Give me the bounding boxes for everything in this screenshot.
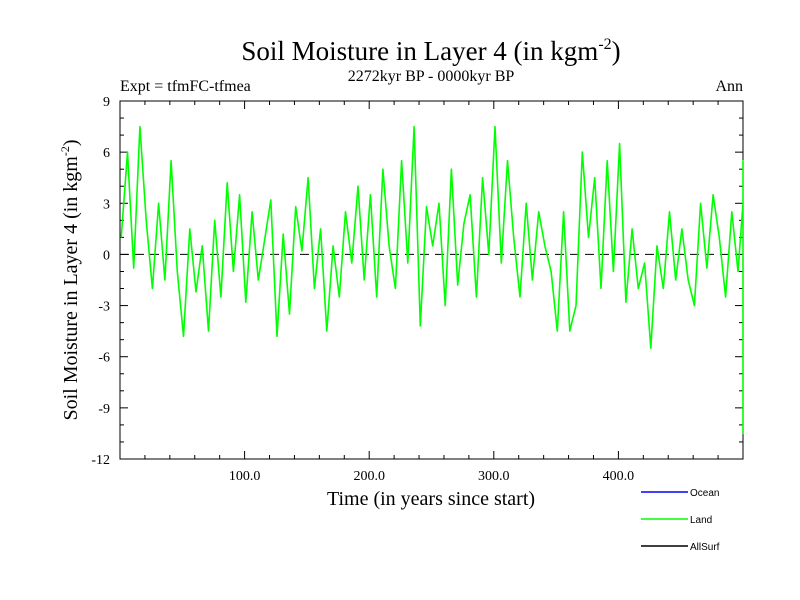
y-axis-label-suffix: ) xyxy=(60,139,82,146)
x-axis-label: Time (in years since start) xyxy=(327,488,535,510)
y-tick-label: -6 xyxy=(98,351,110,366)
legend-label-allsurf: AllSurf xyxy=(690,542,720,553)
y-axis-label-superscript: -2 xyxy=(58,146,72,156)
chart-title: Soil Moisture in Layer 4 (in kgm-2) xyxy=(241,36,620,66)
legend: Ocean Land AllSurf xyxy=(641,488,720,553)
chart-title-text: Soil Moisture in Layer 4 (in kgm xyxy=(241,36,598,66)
y-axis: 9 6 3 0 -3 -6 -9 -12 xyxy=(91,95,743,468)
series-line-land xyxy=(120,125,744,435)
x-tick-label: 100.0 xyxy=(229,469,261,484)
expt-label: Expt = tfmFC-tfmea xyxy=(120,78,251,95)
season-label: Ann xyxy=(715,78,743,95)
y-tick-label: -12 xyxy=(91,453,110,468)
y-tick-label: 9 xyxy=(103,95,110,110)
x-tick-label: 200.0 xyxy=(353,469,385,484)
plot-frame xyxy=(119,100,744,460)
legend-label-land: Land xyxy=(690,515,712,526)
y-tick-label: 0 xyxy=(103,248,110,263)
y-axis-label-text: Soil Moisture in Layer 4 (in kgm xyxy=(60,156,82,421)
y-axis-label: Soil Moisture in Layer 4 (in kgm-2) xyxy=(58,139,82,420)
y-tick-label: -3 xyxy=(98,300,110,315)
y-tick-label: -9 xyxy=(98,402,110,417)
legend-label-ocean: Ocean xyxy=(690,488,719,499)
x-axis: 100.0 200.0 300.0 400.0 xyxy=(119,101,744,484)
chart-title-suffix: ) xyxy=(612,36,621,66)
y-tick-label: 3 xyxy=(103,197,110,212)
chart-subtitle: 2272kyr BP - 0000kyr BP xyxy=(348,68,515,85)
y-tick-label: 6 xyxy=(103,146,110,161)
chart-title-superscript: -2 xyxy=(598,36,611,53)
x-tick-label: 400.0 xyxy=(603,469,635,484)
x-tick-label: 300.0 xyxy=(478,469,510,484)
